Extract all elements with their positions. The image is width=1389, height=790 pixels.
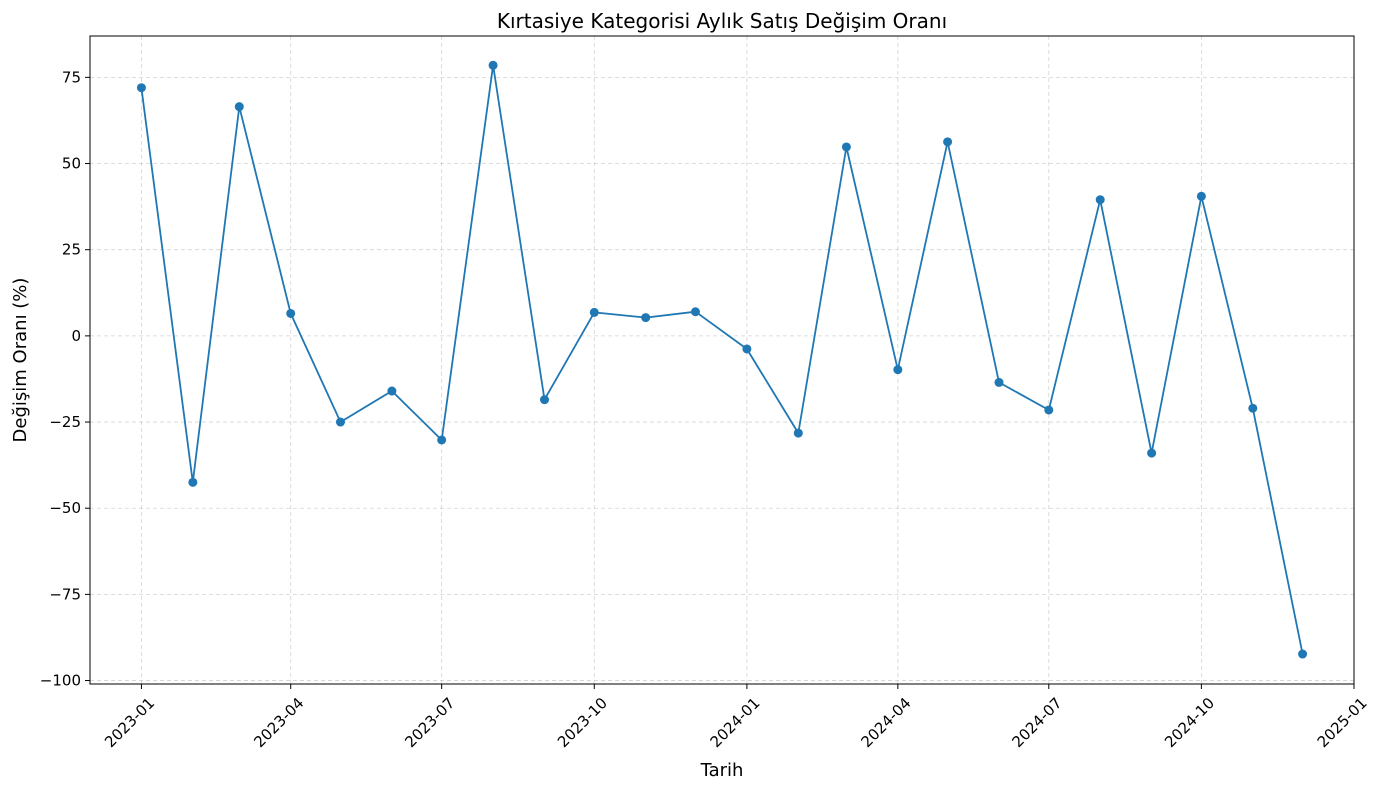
x-tick-label: 2024-04	[858, 694, 915, 751]
data-point	[841, 142, 851, 152]
data-point	[188, 477, 198, 487]
y-tick-label: −100	[40, 672, 81, 690]
data-point	[893, 365, 903, 375]
y-tick-label: 0	[71, 327, 81, 345]
data-point	[994, 377, 1004, 387]
data-point	[234, 102, 244, 112]
data-point	[437, 435, 447, 445]
data-point	[335, 417, 345, 427]
data-point	[136, 83, 146, 93]
data-point	[1147, 448, 1157, 458]
y-tick-label: 50	[62, 155, 81, 173]
x-tick-label: 2023-10	[554, 694, 611, 751]
y-tick-label: −50	[49, 499, 81, 517]
data-point	[1044, 405, 1054, 415]
axes: 2023-01 2023-04 2023-07 2023-10 2024-01 2024-…	[40, 35, 1371, 751]
data-point	[540, 395, 550, 405]
x-tick-label: 2024-07	[1008, 694, 1065, 751]
data-point	[286, 308, 296, 318]
plot-frame	[89, 35, 1355, 685]
grid	[90, 36, 1355, 684]
data-point	[1095, 195, 1105, 205]
x-tick-label: 2024-10	[1161, 694, 1218, 751]
data-point	[1248, 403, 1258, 413]
series-stationery-change	[136, 60, 1308, 659]
x-tick-label: 2023-07	[401, 694, 458, 751]
data-point	[1298, 649, 1308, 659]
data-point	[1196, 191, 1206, 201]
chart-title: Kırtasiye Kategorisi Aylık Satış Değişim…	[497, 9, 947, 33]
x-tick-label: 2025-01	[1314, 694, 1371, 751]
x-tick-label: 2023-04	[250, 694, 307, 751]
data-point	[387, 386, 397, 396]
data-point	[589, 307, 599, 317]
data-point	[641, 313, 651, 323]
y-tick-label: −25	[49, 413, 81, 431]
y-tick-label: 75	[62, 68, 81, 86]
x-axis-label: Tarih	[700, 760, 744, 781]
y-tick-label: −75	[49, 585, 81, 603]
x-tick-label: 2024-01	[707, 694, 764, 751]
y-tick-label: 25	[62, 241, 81, 259]
data-point	[488, 60, 498, 70]
data-point	[793, 428, 803, 438]
data-point	[943, 137, 953, 147]
data-point	[690, 307, 700, 317]
data-point	[742, 344, 752, 354]
x-tick-label: 2023-01	[101, 694, 158, 751]
y-axis-label: Değişim Oranı (%)	[10, 278, 31, 443]
series-line	[140, 64, 1304, 655]
